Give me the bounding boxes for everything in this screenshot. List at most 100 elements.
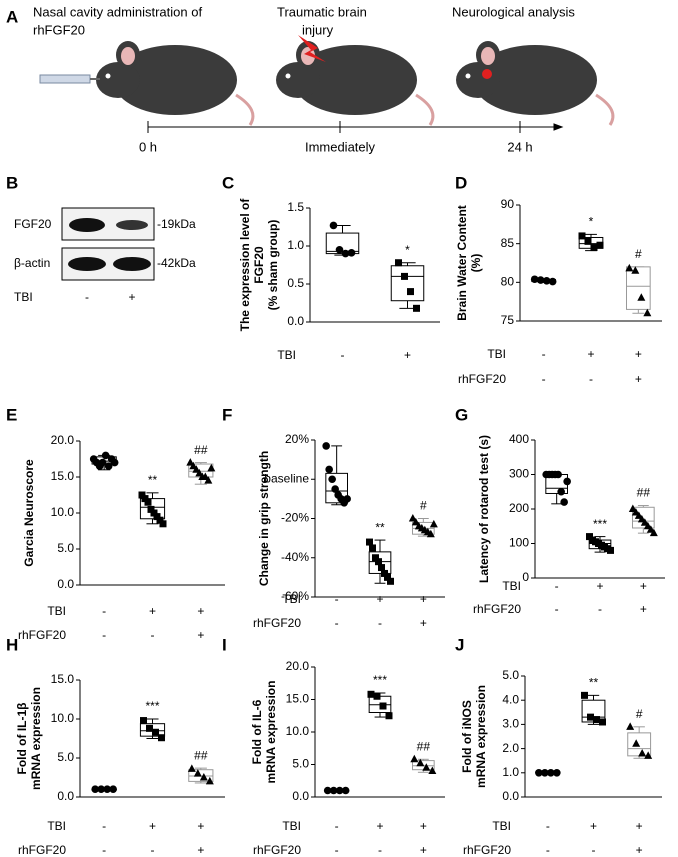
band-label: FGF20 xyxy=(14,217,52,231)
box xyxy=(390,265,425,302)
row-label: TBI xyxy=(47,604,66,618)
annotation: ** xyxy=(375,520,385,534)
y-tick-label: -40% xyxy=(281,550,309,564)
point xyxy=(331,485,339,493)
point xyxy=(153,513,161,521)
point xyxy=(428,766,437,774)
point xyxy=(335,786,344,795)
row-value: - xyxy=(102,628,106,642)
point xyxy=(553,769,561,777)
row-label: TBI xyxy=(14,290,33,304)
y-tick-label: 0.0 xyxy=(57,577,74,591)
point xyxy=(385,712,393,720)
point xyxy=(581,691,588,699)
y-tick-label: 5.0 xyxy=(502,668,519,682)
y-tick-label: baseline xyxy=(264,471,309,485)
point xyxy=(536,276,545,284)
point xyxy=(378,564,385,572)
point xyxy=(375,558,382,566)
row-value: + xyxy=(376,592,383,606)
point xyxy=(146,724,153,732)
box xyxy=(626,266,651,310)
point xyxy=(97,785,105,793)
point xyxy=(416,758,425,767)
y-tick-label: 200 xyxy=(509,501,529,515)
panel-label: A xyxy=(6,7,18,26)
band xyxy=(68,257,106,271)
point xyxy=(159,520,167,528)
row-value: + xyxy=(635,372,642,386)
panel-label: B xyxy=(6,173,18,192)
y-tick-label: 3.0 xyxy=(502,717,519,731)
row-value: + xyxy=(149,604,156,618)
point xyxy=(103,785,111,793)
row-value: + xyxy=(590,819,597,833)
row-value: + xyxy=(640,579,647,593)
panel-label: G xyxy=(455,405,468,424)
point xyxy=(554,470,562,479)
y-tick-label: 75 xyxy=(501,313,515,327)
point xyxy=(98,458,107,467)
y-tick-label: 400 xyxy=(509,432,529,446)
row-value: - xyxy=(555,579,559,593)
row-value: + xyxy=(197,628,204,642)
row-value: + xyxy=(197,604,204,618)
y-tick-label: 20% xyxy=(285,432,309,446)
point xyxy=(578,232,586,240)
row-label: rhFGF20 xyxy=(18,628,66,642)
point xyxy=(387,577,394,585)
point xyxy=(596,241,604,249)
y-tick-label: 85 xyxy=(501,236,515,250)
step-text: Neurological analysis xyxy=(452,4,575,19)
point xyxy=(401,272,408,280)
annotation: ## xyxy=(637,486,651,500)
row-label: rhFGF20 xyxy=(463,843,511,857)
annotation: ** xyxy=(148,473,158,487)
point xyxy=(207,463,216,472)
point xyxy=(547,769,555,777)
point xyxy=(530,275,539,284)
row-value: - xyxy=(151,628,155,642)
timeline xyxy=(147,121,564,133)
row-value: + xyxy=(404,348,411,362)
row-label: TBI xyxy=(47,819,66,833)
point xyxy=(373,692,381,700)
row-value: + xyxy=(197,819,204,833)
step-text: Traumatic brain xyxy=(277,4,367,19)
y-tick-label: 10.0 xyxy=(51,711,75,725)
row-value: - xyxy=(335,819,339,833)
annotation: ## xyxy=(194,748,208,762)
row-value: + xyxy=(635,347,642,361)
y-axis-label: Fold of IL-6 xyxy=(250,699,264,764)
y-tick-label: 1.0 xyxy=(287,238,304,252)
mouse xyxy=(276,35,435,126)
row-value: - xyxy=(592,843,596,857)
point xyxy=(372,554,379,562)
annotation: # xyxy=(636,707,643,721)
y-tick-label: 300 xyxy=(509,467,529,481)
point xyxy=(625,263,634,272)
row-value: - xyxy=(542,372,546,386)
y-axis-label: (%) xyxy=(469,254,483,273)
row-value: + xyxy=(420,592,427,606)
row-value: - xyxy=(335,616,339,630)
annotation: ## xyxy=(417,739,431,753)
row-label: TBI xyxy=(277,348,296,362)
row-label: rhFGF20 xyxy=(458,372,506,386)
row-label: rhFGF20 xyxy=(473,602,521,616)
point xyxy=(104,462,113,471)
point xyxy=(593,716,600,724)
panel-label: I xyxy=(222,635,227,654)
y-axis-label: mRNA expression xyxy=(29,687,43,790)
y-tick-label: 80 xyxy=(501,275,515,289)
row-label: TBI xyxy=(282,819,301,833)
size-label: -42kDa xyxy=(157,256,196,270)
y-tick-label: 15.0 xyxy=(51,469,75,483)
y-axis-label: (% sham group) xyxy=(266,220,280,311)
mouse xyxy=(456,41,615,126)
point xyxy=(110,458,119,467)
y-tick-label: 15.0 xyxy=(51,672,75,686)
row-value: - xyxy=(335,592,339,606)
point xyxy=(205,776,214,785)
